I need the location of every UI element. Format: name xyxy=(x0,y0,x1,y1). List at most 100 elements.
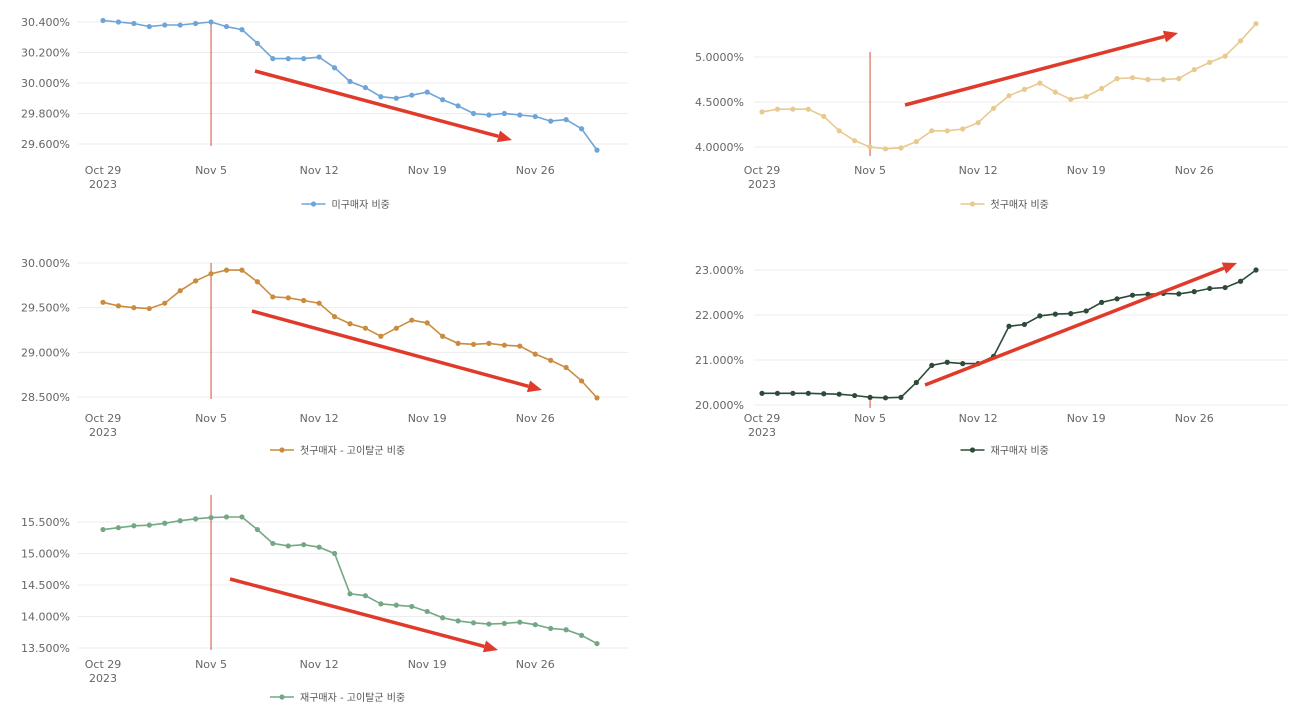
data-point xyxy=(1068,311,1074,317)
data-point xyxy=(1114,296,1120,302)
data-point xyxy=(594,147,600,153)
x-tick-label: Oct 29 xyxy=(85,412,122,425)
data-point xyxy=(331,550,338,557)
data-point xyxy=(409,603,415,610)
data-point xyxy=(270,56,276,62)
data-point xyxy=(990,105,997,111)
legend-swatch-dot xyxy=(969,447,976,453)
legend-label[interactable]: 재구매자 비중 xyxy=(991,445,1049,457)
legend-label[interactable]: 첫구매자 비중 xyxy=(991,199,1049,211)
data-point xyxy=(1191,289,1197,295)
data-point xyxy=(301,56,307,62)
data-point xyxy=(1207,285,1213,292)
data-point xyxy=(774,106,781,112)
data-point xyxy=(882,146,889,152)
x-tick-label: Nov 12 xyxy=(300,164,339,177)
trend-arrow-head xyxy=(1162,30,1178,43)
data-point xyxy=(177,288,183,294)
data-point xyxy=(409,317,415,323)
data-point xyxy=(913,139,919,145)
data-point xyxy=(424,89,430,95)
data-point xyxy=(393,95,399,101)
legend-label[interactable]: 재구매자 - 고이탈군 비중 xyxy=(300,691,405,704)
data-point xyxy=(821,113,827,119)
x-tick-label: Nov 19 xyxy=(1067,164,1106,177)
data-point xyxy=(836,391,842,397)
data-point xyxy=(223,514,230,520)
data-point xyxy=(1052,311,1058,317)
data-point xyxy=(177,22,183,28)
data-point xyxy=(882,395,889,401)
data-point xyxy=(1021,86,1028,92)
y-tick-label: 15.000% xyxy=(21,548,70,561)
y-tick-label: 28.500% xyxy=(21,391,70,404)
data-point xyxy=(821,391,827,397)
data-point xyxy=(316,54,322,60)
data-point xyxy=(517,112,523,118)
data-point xyxy=(440,615,446,621)
data-point xyxy=(208,514,214,521)
data-point xyxy=(208,19,214,25)
legend-label[interactable]: 미구매자 비중 xyxy=(332,199,390,211)
data-point xyxy=(975,120,981,126)
x-tick-label: Oct 29 xyxy=(744,164,781,177)
trend-arrow-shaft xyxy=(924,266,1225,387)
x-tick-label: Nov 5 xyxy=(854,164,886,177)
data-point xyxy=(470,341,477,347)
x-tick-label: Nov 26 xyxy=(516,412,555,425)
data-point xyxy=(532,351,538,357)
x-tick-label: Oct 29 xyxy=(85,658,122,671)
trend-arrow-head xyxy=(482,640,498,653)
data-point xyxy=(929,128,935,134)
data-point xyxy=(347,78,353,85)
series-line xyxy=(102,19,598,151)
x-tick-label: Nov 12 xyxy=(300,412,339,425)
data-point xyxy=(455,618,461,624)
y-tick-label: 15.500% xyxy=(21,516,70,529)
data-point xyxy=(1253,267,1259,273)
data-point xyxy=(331,314,338,320)
y-tick-label: 29.000% xyxy=(21,346,70,359)
series-line xyxy=(762,269,1257,399)
y-tick-label: 30.200% xyxy=(21,47,70,60)
data-point xyxy=(1176,76,1182,82)
data-point xyxy=(362,84,369,91)
legend-label[interactable]: 첫구매자 - 고이탈군 비중 xyxy=(300,444,405,457)
data-point xyxy=(517,343,523,349)
trend-arrow-head xyxy=(496,130,512,143)
data-point xyxy=(470,110,477,117)
x-tick-label: Nov 26 xyxy=(516,658,555,671)
data-point xyxy=(1037,313,1043,319)
y-tick-label: 14.000% xyxy=(21,611,70,624)
data-point xyxy=(578,126,585,132)
y-tick-label: 29.800% xyxy=(21,108,70,121)
x-tick-label: Nov 12 xyxy=(959,412,998,425)
data-point xyxy=(270,294,276,300)
data-point xyxy=(131,523,137,529)
data-point xyxy=(440,333,446,339)
data-point xyxy=(501,110,507,117)
data-point xyxy=(455,103,461,109)
chart-firstbuyer-share: 4.0000% 4.5000% 5.0000% Oct 29 Nov 5 Nov 12 No… xyxy=(660,0,1296,228)
x-tick-label: Nov 19 xyxy=(408,164,447,177)
data-point xyxy=(944,128,950,134)
data-point xyxy=(578,632,585,638)
data-point xyxy=(162,520,168,526)
data-point xyxy=(285,543,291,549)
data-point xyxy=(852,138,858,144)
data-point xyxy=(285,56,291,62)
data-point xyxy=(1068,96,1074,102)
data-point xyxy=(1237,38,1244,44)
data-point xyxy=(944,359,950,365)
data-point xyxy=(146,522,152,528)
data-point xyxy=(898,145,904,151)
data-point xyxy=(1253,21,1259,27)
x-tick-label: Nov 26 xyxy=(516,164,555,177)
legend-swatch-dot xyxy=(279,447,285,453)
data-point xyxy=(759,109,765,115)
x-tick-label: Nov 26 xyxy=(1175,412,1214,425)
data-point xyxy=(100,299,106,305)
data-point xyxy=(532,622,538,628)
data-point xyxy=(517,619,523,625)
data-point xyxy=(1129,75,1136,81)
